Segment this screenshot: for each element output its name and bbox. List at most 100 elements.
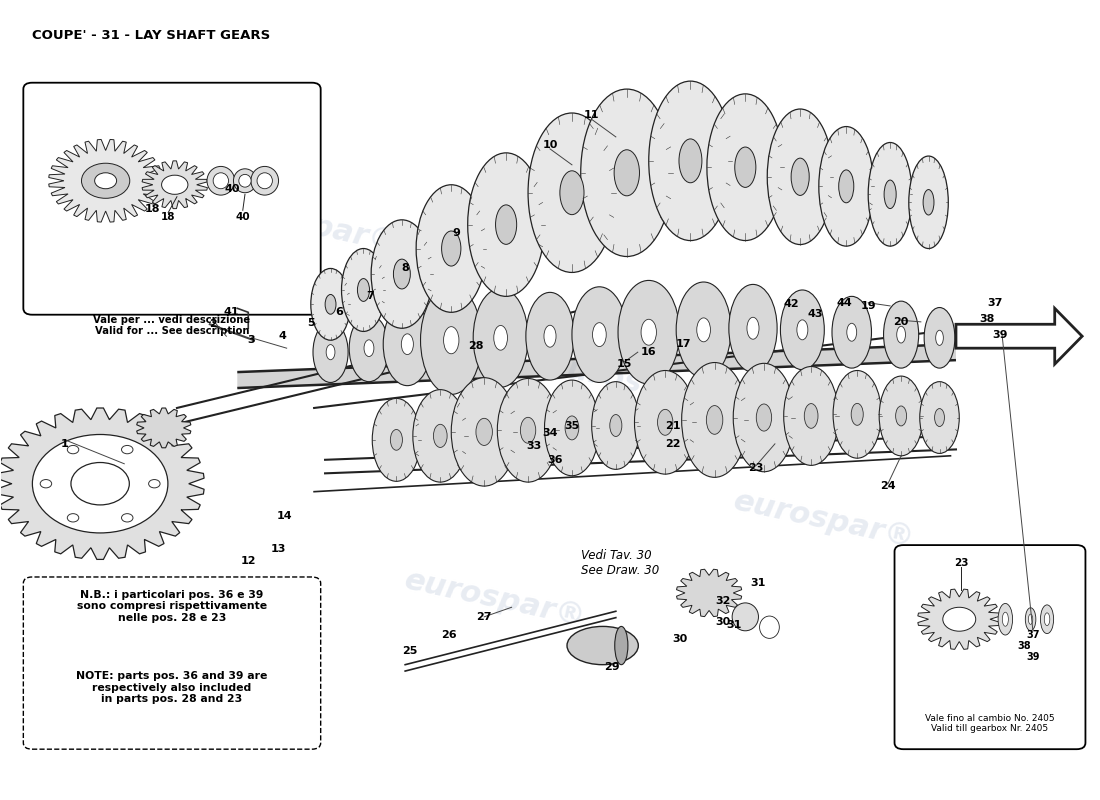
Ellipse shape: [468, 153, 544, 296]
Ellipse shape: [1041, 605, 1054, 634]
Ellipse shape: [920, 382, 959, 454]
Ellipse shape: [443, 326, 459, 354]
Text: eurospar®: eurospar®: [216, 191, 402, 258]
Ellipse shape: [207, 166, 234, 195]
Text: 17: 17: [676, 339, 692, 349]
Ellipse shape: [496, 205, 517, 244]
Ellipse shape: [896, 326, 905, 343]
Ellipse shape: [341, 249, 385, 331]
Ellipse shape: [796, 320, 807, 340]
Ellipse shape: [851, 403, 864, 426]
Ellipse shape: [735, 147, 756, 187]
Ellipse shape: [676, 282, 732, 378]
Text: 33: 33: [526, 442, 541, 451]
Ellipse shape: [936, 330, 944, 346]
Ellipse shape: [526, 292, 574, 380]
Ellipse shape: [832, 296, 871, 368]
Ellipse shape: [1044, 613, 1049, 626]
Ellipse shape: [833, 370, 881, 458]
Polygon shape: [48, 139, 163, 222]
Text: 43: 43: [807, 309, 823, 319]
Ellipse shape: [635, 370, 696, 474]
Ellipse shape: [998, 603, 1013, 635]
Text: 20: 20: [893, 317, 909, 327]
Text: eurospar®: eurospar®: [544, 350, 732, 418]
Text: 19: 19: [860, 301, 876, 311]
Ellipse shape: [213, 173, 229, 189]
Text: 5: 5: [307, 318, 315, 329]
Circle shape: [72, 462, 130, 505]
Ellipse shape: [314, 322, 348, 382]
Text: 42: 42: [783, 299, 800, 310]
Text: 24: 24: [880, 481, 895, 491]
Ellipse shape: [592, 382, 640, 470]
Text: 23: 23: [954, 558, 969, 569]
Text: 2: 2: [209, 319, 217, 330]
Text: 18: 18: [145, 204, 161, 214]
Circle shape: [32, 434, 168, 533]
Ellipse shape: [565, 416, 579, 440]
Text: NOTE: parts pos. 36 and 39 are
respectively also included
in parts pos. 28 and 2: NOTE: parts pos. 36 and 39 are respectiv…: [76, 671, 267, 704]
Text: N.B.: i particolari pos. 36 e 39
sono compresi rispettivamente
nelle pos. 28 e 2: N.B.: i particolari pos. 36 e 39 sono co…: [77, 590, 267, 623]
Ellipse shape: [473, 288, 528, 387]
Ellipse shape: [729, 285, 777, 372]
Circle shape: [67, 514, 79, 522]
Ellipse shape: [760, 616, 779, 638]
Circle shape: [121, 514, 133, 522]
Ellipse shape: [733, 603, 759, 630]
Ellipse shape: [358, 278, 370, 302]
Text: 26: 26: [441, 630, 456, 640]
Text: 12: 12: [241, 556, 256, 566]
Text: 29: 29: [604, 662, 619, 672]
Text: 7: 7: [366, 291, 374, 302]
Polygon shape: [136, 408, 191, 448]
Text: 22: 22: [666, 439, 681, 449]
Circle shape: [81, 163, 130, 198]
Polygon shape: [142, 161, 208, 209]
Ellipse shape: [349, 314, 388, 382]
Ellipse shape: [609, 414, 622, 437]
Ellipse shape: [696, 318, 711, 342]
Polygon shape: [0, 408, 205, 559]
Ellipse shape: [326, 294, 336, 314]
Ellipse shape: [706, 406, 723, 434]
Text: 31: 31: [751, 578, 767, 588]
Ellipse shape: [884, 180, 896, 209]
Ellipse shape: [924, 307, 955, 368]
Text: Vedi Tav. 30
See Draw. 30: Vedi Tav. 30 See Draw. 30: [581, 550, 659, 578]
Ellipse shape: [707, 94, 783, 241]
Ellipse shape: [615, 626, 628, 665]
Text: 18: 18: [161, 212, 175, 222]
FancyBboxPatch shape: [894, 545, 1086, 749]
Ellipse shape: [923, 190, 934, 215]
Text: Vale fino al cambio No. 2405
Valid till gearbox Nr. 2405: Vale fino al cambio No. 2405 Valid till …: [925, 714, 1055, 734]
Ellipse shape: [818, 126, 873, 246]
Text: 10: 10: [542, 140, 558, 150]
Ellipse shape: [566, 626, 638, 665]
Ellipse shape: [658, 410, 673, 435]
Circle shape: [95, 173, 117, 189]
FancyBboxPatch shape: [23, 82, 321, 314]
Ellipse shape: [747, 318, 759, 339]
Ellipse shape: [768, 109, 833, 245]
Ellipse shape: [879, 376, 923, 456]
Ellipse shape: [412, 390, 468, 482]
Text: 21: 21: [666, 421, 681, 430]
Ellipse shape: [520, 418, 536, 443]
Ellipse shape: [327, 345, 334, 360]
Ellipse shape: [233, 169, 256, 193]
Ellipse shape: [383, 302, 431, 386]
Text: 44: 44: [836, 298, 851, 308]
Ellipse shape: [528, 113, 616, 273]
Text: 41: 41: [224, 307, 240, 318]
Text: 11: 11: [584, 110, 600, 119]
Text: 25: 25: [402, 646, 417, 656]
Ellipse shape: [757, 404, 771, 431]
Ellipse shape: [257, 173, 273, 189]
Text: 40: 40: [235, 212, 250, 222]
Text: 37: 37: [1026, 630, 1039, 640]
FancyBboxPatch shape: [23, 577, 321, 749]
Text: 30: 30: [716, 617, 732, 626]
Ellipse shape: [734, 363, 794, 472]
Ellipse shape: [780, 290, 824, 370]
